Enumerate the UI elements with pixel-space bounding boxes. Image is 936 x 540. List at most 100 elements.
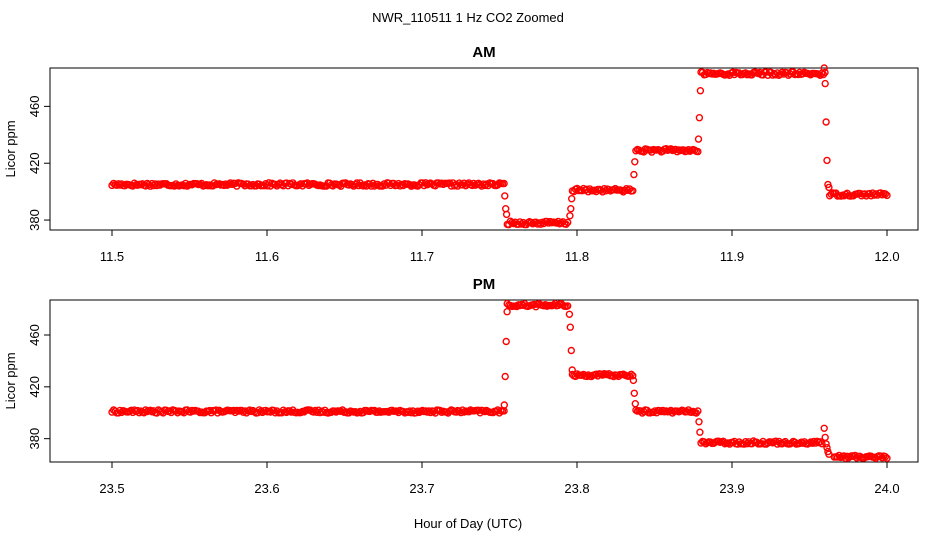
data-point: [876, 452, 885, 460]
data-point: [778, 68, 786, 77]
y-axis-label: Licor ppm: [3, 352, 18, 409]
data-point: [627, 370, 635, 378]
data-point: [153, 181, 161, 190]
data-point: [876, 189, 885, 197]
data-point: [565, 310, 574, 318]
panel-title: PM: [473, 276, 496, 293]
data-point: [696, 86, 705, 95]
data-point: [562, 220, 570, 228]
data-point: [500, 401, 508, 409]
data-point: [564, 302, 572, 310]
data-point: [500, 179, 508, 188]
panel-am: AM Licor ppm 11.5 11.6 11.7 11.8 11.9 12.0 380 42…: [3, 44, 919, 264]
x-tick-label: 23.8: [564, 481, 589, 496]
data-point: [695, 113, 704, 122]
x-tick-label: 23.6: [254, 481, 279, 496]
panel-title: AM: [472, 44, 495, 61]
data-point: [694, 135, 703, 143]
data-point: [567, 346, 575, 355]
y-tick-label: 420: [27, 376, 42, 398]
data-point: [239, 408, 248, 416]
data-point: [818, 440, 826, 448]
data-point: [631, 400, 639, 408]
data-point: [527, 218, 535, 227]
data-point: [226, 179, 235, 187]
data-point: [694, 407, 702, 415]
data-point: [694, 147, 702, 156]
data-point: [883, 191, 891, 200]
data-point: [625, 372, 634, 380]
data-point: [566, 212, 574, 220]
data-point: [825, 183, 833, 192]
x-tick-label: 11.6: [255, 249, 279, 264]
plot-frame: [49, 299, 919, 463]
data-point: [630, 170, 638, 179]
x-tick-label: 23.9: [719, 481, 744, 496]
x-tick-label: 23.7: [409, 481, 434, 496]
data-point: [501, 372, 509, 381]
data-point: [501, 192, 509, 200]
data-point: [425, 407, 433, 415]
y-tick-label: 380: [27, 209, 42, 231]
data-point: [567, 204, 575, 213]
data-point: [881, 453, 890, 461]
data-point: [502, 204, 510, 213]
data-point: [568, 194, 576, 203]
data-point: [135, 409, 143, 417]
data-point: [220, 181, 228, 190]
data-point: [247, 182, 256, 190]
data-point: [629, 376, 638, 385]
data-point: [821, 433, 829, 442]
panel-pm: PM Licor ppm 23.5 23.6 23.7 23.8 23.9 24.0 380 42…: [3, 276, 919, 496]
data-point: [631, 158, 639, 166]
data-point: [502, 337, 510, 346]
data-point: [624, 186, 632, 195]
data-point: [822, 440, 830, 448]
data-point: [696, 428, 704, 436]
data-point: [337, 407, 345, 415]
data-point: [822, 118, 830, 126]
data-point: [823, 444, 831, 452]
data-point: [883, 454, 891, 462]
data-point: [825, 450, 833, 458]
data-point: [630, 389, 638, 397]
data-point: [629, 372, 637, 380]
data-point: [141, 406, 150, 414]
data-point: [502, 210, 511, 219]
data-point: [458, 406, 467, 414]
data-point: [503, 308, 511, 316]
data-points: [108, 299, 891, 462]
x-tick-label: 23.5: [99, 481, 124, 496]
data-point: [743, 440, 751, 448]
data-point: [878, 454, 886, 462]
data-point: [656, 146, 664, 155]
data-point: [881, 190, 890, 198]
x-tick-label: 11.9: [720, 249, 744, 264]
data-point: [566, 323, 574, 331]
data-point: [820, 64, 828, 72]
data-point: [861, 190, 869, 198]
data-point: [878, 191, 886, 199]
data-point: [407, 409, 415, 417]
data-point: [458, 181, 467, 189]
data-point: [667, 145, 675, 153]
y-tick-label: 380: [27, 428, 42, 450]
data-point: [823, 156, 831, 165]
figure-title: NWR_110511 1 Hz CO2 Zoomed: [372, 10, 564, 25]
data-point: [194, 407, 203, 415]
x-tick-label: 11.8: [565, 249, 589, 264]
data-point: [380, 180, 388, 188]
y-tick-label: 460: [27, 324, 42, 346]
y-tick-label: 460: [27, 96, 42, 118]
x-tick-label: 11.5: [100, 249, 124, 264]
data-point: [564, 218, 572, 227]
data-point: [426, 408, 435, 417]
y-axis-label: Licor ppm: [3, 120, 18, 177]
data-point: [436, 406, 444, 415]
x-axis-label: Hour of Day (UTC): [414, 516, 522, 531]
data-point: [239, 180, 248, 189]
data-point: [452, 408, 460, 416]
data-point: [695, 418, 703, 426]
x-tick-label: 24.0: [874, 481, 899, 496]
